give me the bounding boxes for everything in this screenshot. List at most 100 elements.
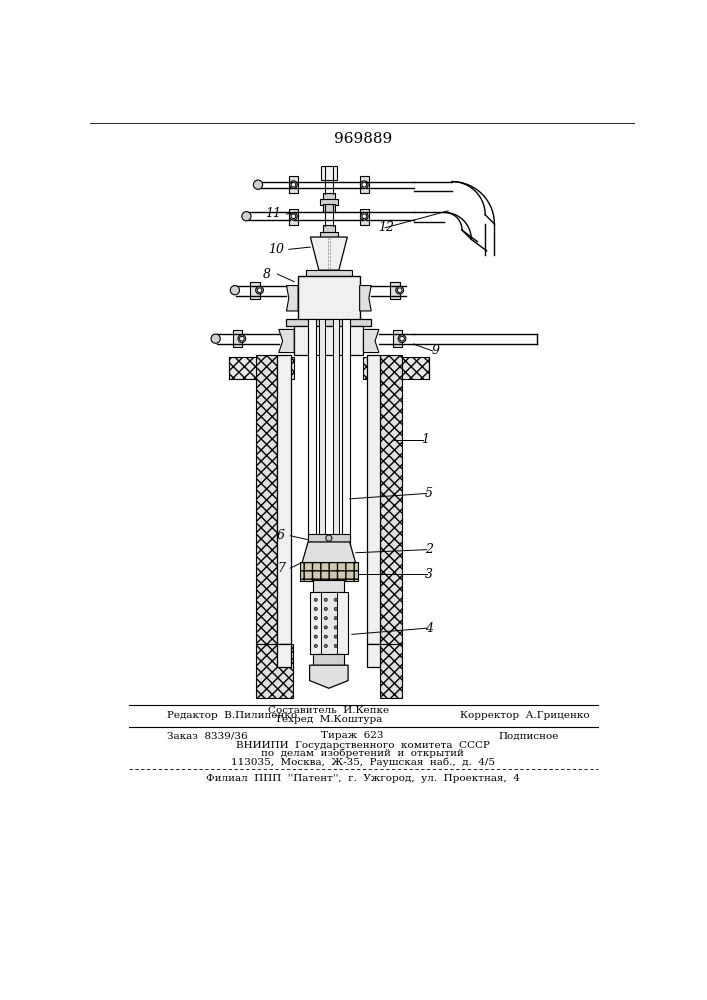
Bar [288,209,298,225]
Polygon shape [279,329,294,353]
Circle shape [314,635,317,638]
Bar [300,562,358,581]
Circle shape [314,607,317,610]
Circle shape [361,181,368,189]
Text: 2: 2 [425,543,433,556]
Text: 11: 11 [265,207,281,220]
Polygon shape [363,329,379,353]
Circle shape [314,598,317,601]
Circle shape [325,598,327,601]
Bar [320,232,338,238]
Bar [390,282,399,299]
Text: Тираж  623: Тираж 623 [321,732,383,740]
Text: 10: 10 [269,243,284,256]
Circle shape [396,286,404,294]
Bar [360,176,369,193]
Circle shape [325,607,327,610]
Polygon shape [286,286,298,311]
Circle shape [397,288,402,292]
Bar [363,357,429,379]
Bar [277,355,291,644]
Circle shape [398,335,406,343]
Circle shape [211,334,221,343]
Bar [298,276,360,320]
Bar [333,319,339,542]
Polygon shape [310,237,347,270]
Circle shape [334,598,337,601]
Circle shape [325,635,327,638]
Text: 4: 4 [425,622,433,635]
Bar [366,355,380,644]
Bar [322,204,335,212]
Bar [319,319,325,542]
Bar [322,193,335,201]
Circle shape [314,644,317,647]
Polygon shape [310,665,348,688]
Circle shape [314,626,317,629]
Text: Техред  М.Коштура: Техред М.Коштура [275,715,382,724]
Circle shape [257,288,262,292]
Circle shape [334,607,337,610]
Text: по  делам  изобретений  и  открытий: по делам изобретений и открытий [262,749,464,758]
Bar [308,319,316,547]
Text: 113035,  Москва,  Ж-35,  Раушская  наб.,  д.  4/5: 113035, Москва, Ж-35, Раушская наб., д. … [230,757,495,767]
Bar [313,654,344,665]
Text: 8: 8 [263,267,271,280]
Circle shape [314,617,317,620]
Bar [321,166,337,180]
Circle shape [291,182,296,187]
Bar [305,270,352,276]
Text: 7: 7 [277,562,285,575]
Bar [288,176,298,193]
Text: Подписное: Подписное [499,732,559,740]
Text: 3: 3 [425,568,433,581]
Circle shape [326,535,332,541]
Bar [313,580,344,592]
Text: 6: 6 [277,529,285,542]
Text: Редактор  В.Пилипенко: Редактор В.Пилипенко [167,711,297,720]
Bar [256,644,293,698]
Bar [320,199,338,205]
Bar [380,644,402,698]
Circle shape [325,626,327,629]
Circle shape [291,214,296,219]
Polygon shape [360,286,371,311]
Bar [308,534,350,542]
Circle shape [325,644,327,647]
Bar [380,355,402,644]
Polygon shape [302,542,356,564]
Bar [294,326,363,355]
Circle shape [334,617,337,620]
Text: Заказ  8339/36: Заказ 8339/36 [167,732,247,740]
Circle shape [230,286,240,295]
Text: Составитель  И.Кепке: Составитель И.Кепке [268,706,390,715]
Bar [310,592,348,654]
Circle shape [334,626,337,629]
Circle shape [238,335,246,343]
Text: Филиал  ППП  ''Патент'',  г.  Ужгород,  ул.  Проектная,  4: Филиал ППП ''Патент'', г. Ужгород, ул. П… [206,774,520,783]
Bar [233,330,242,347]
Text: 9: 9 [431,344,439,358]
Bar [360,209,369,225]
Circle shape [242,212,251,221]
Circle shape [253,180,262,189]
Text: 5: 5 [425,487,433,500]
Bar [393,330,402,347]
Bar [229,357,294,379]
Bar [322,225,335,233]
Circle shape [361,212,368,220]
Circle shape [290,212,297,220]
Bar [366,644,380,667]
Circle shape [290,181,297,189]
Circle shape [334,644,337,647]
Bar [321,592,337,654]
Text: 12: 12 [378,221,395,234]
Circle shape [325,617,327,620]
Text: Корректор  А.Гриценко: Корректор А.Гриценко [460,711,590,720]
Text: 969889: 969889 [334,132,392,146]
Bar [342,319,350,547]
Bar [250,282,259,299]
Circle shape [334,635,337,638]
Bar [286,319,371,326]
Bar [277,644,291,667]
